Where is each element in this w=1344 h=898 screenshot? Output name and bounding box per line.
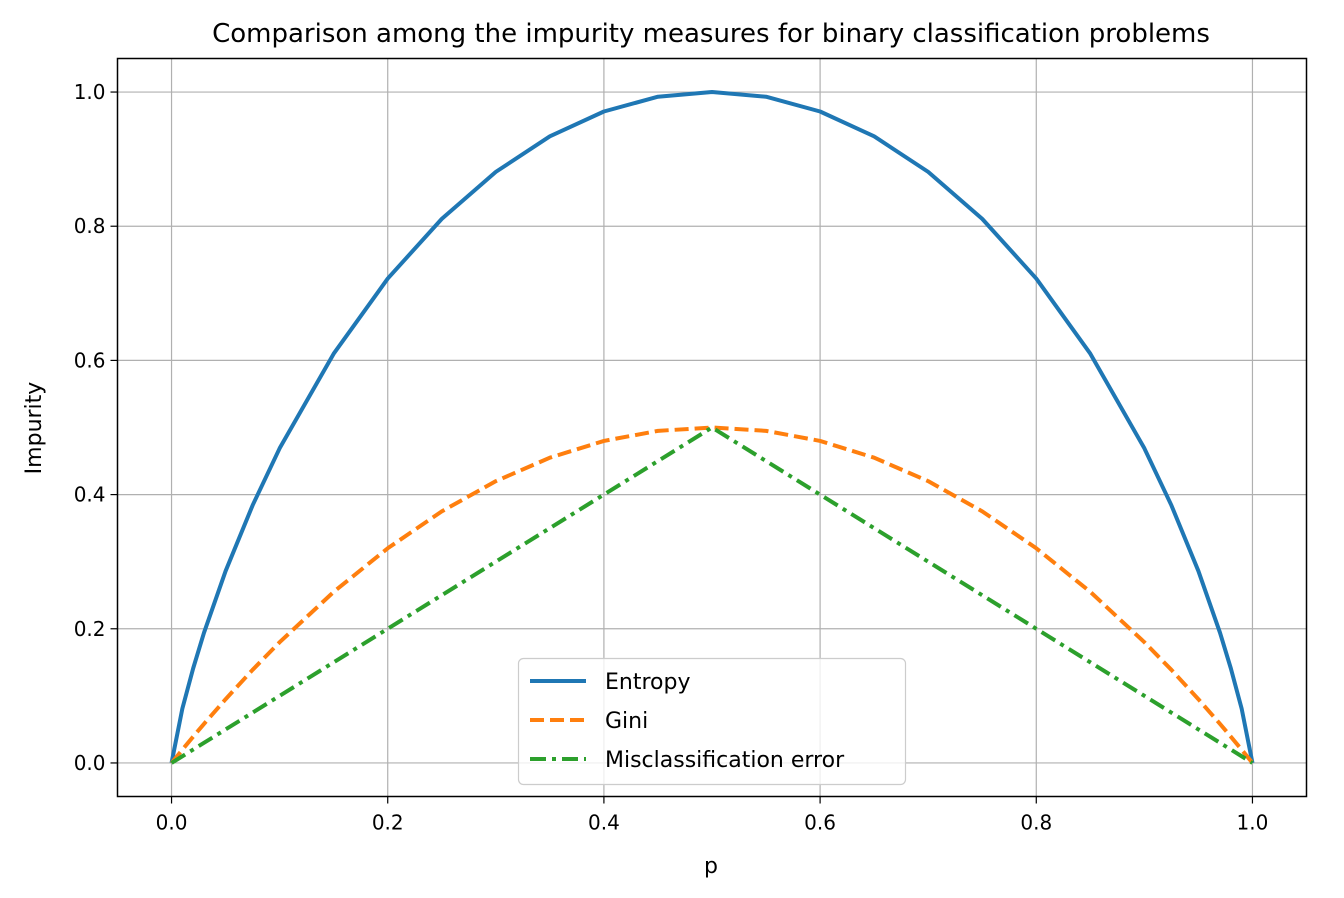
y-tick-label: 0.4 <box>74 483 106 507</box>
x-tick-label: 1.0 <box>1237 811 1269 835</box>
legend-label: Misclassification error <box>605 748 845 773</box>
y-tick-label: 0.8 <box>74 214 106 238</box>
legend-box <box>517 657 907 786</box>
y-tick-label: 0.6 <box>74 348 106 372</box>
x-tick-label: 0.0 <box>156 811 188 835</box>
x-tick-label: 0.6 <box>804 811 836 835</box>
series-line-entropy <box>169 90 1255 764</box>
x-tick-label: 0.8 <box>1020 811 1052 835</box>
x-tick-label: 0.2 <box>372 811 404 835</box>
grid-lines <box>117 58 1307 797</box>
plot-frame <box>116 57 1308 798</box>
y-tick-label: 0.0 <box>74 751 106 775</box>
series-lines <box>169 90 1255 765</box>
y-tick-label: 0.2 <box>74 617 106 641</box>
chart-title: Comparison among the impurity measures f… <box>212 19 1210 49</box>
series-line-misclassification-error <box>170 425 1254 765</box>
x-tick-label: 0.4 <box>588 811 620 835</box>
legend-label: Gini <box>605 709 648 734</box>
y-tick-label: 1.0 <box>74 80 106 104</box>
legend-label: Entropy <box>605 670 690 695</box>
series-line-gini <box>169 425 1255 765</box>
legend: Entropy Gini Misclassification error <box>517 657 907 786</box>
axis-ticks: 0.0 0.2 0.4 0.6 0.8 1.0 0.0 0.2 0.4 0.6 0.8 1.0 <box>74 80 1269 834</box>
x-axis-label: p <box>704 854 718 879</box>
y-axis-label: Impurity <box>22 382 47 475</box>
